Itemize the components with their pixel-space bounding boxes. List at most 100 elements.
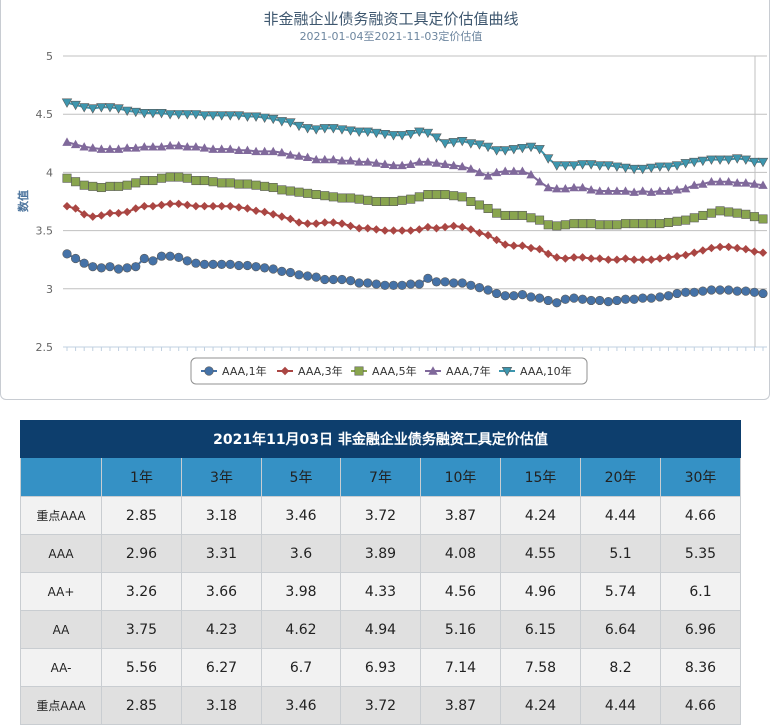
data-point <box>277 185 287 195</box>
data-point <box>268 114 279 125</box>
data-point <box>354 157 364 166</box>
data-point <box>491 146 502 156</box>
row-label: AA <box>20 610 102 649</box>
header-cell: 1年 <box>101 457 182 497</box>
data-point <box>440 222 450 232</box>
data-point <box>518 241 527 250</box>
data-point <box>285 186 295 196</box>
data-point <box>663 186 674 195</box>
data-point <box>689 180 699 189</box>
data-point <box>714 155 726 165</box>
data-point <box>586 254 596 263</box>
row-label: AA- <box>20 648 102 687</box>
data-point <box>320 154 330 164</box>
data-point <box>724 285 734 295</box>
data-point <box>543 295 553 306</box>
data-point <box>749 157 760 168</box>
data-point <box>604 255 613 264</box>
data-point <box>105 181 115 191</box>
data-point <box>113 104 124 114</box>
data-point <box>620 186 631 195</box>
data-point <box>234 179 244 189</box>
data-point <box>509 166 519 175</box>
chart-title: 非金融企业债务融资工具定价估值曲线 <box>263 10 518 28</box>
series <box>62 172 768 231</box>
data-point <box>191 142 201 151</box>
data-point <box>697 156 709 167</box>
data-point <box>698 286 708 296</box>
data-point <box>672 252 682 261</box>
data-point <box>105 262 115 272</box>
data-point <box>638 219 648 229</box>
data-point <box>595 254 604 263</box>
legend-item[interactable]: AAA,3年 <box>277 364 343 378</box>
data-point <box>320 274 330 285</box>
data-point <box>466 225 476 234</box>
axes: 2.5 3 3.5 4 4.5 5 <box>36 50 764 354</box>
data-point <box>654 162 666 172</box>
data-point <box>165 199 175 209</box>
data-point <box>174 252 184 262</box>
data-point <box>182 256 192 266</box>
data-point <box>380 226 390 235</box>
data-point <box>466 280 476 290</box>
table-row: AA- 5.56 6.27 6.7 6.93 7.14 7.58 8.2 8.36 <box>20 648 742 687</box>
data-point <box>595 220 605 230</box>
data-point <box>707 243 716 253</box>
data-point <box>629 255 639 264</box>
data-point <box>706 208 716 218</box>
legend-item[interactable]: AAA,5年 <box>351 364 417 378</box>
data-point <box>715 242 725 252</box>
data-point <box>749 212 759 222</box>
data-point <box>578 219 588 229</box>
header-cell: 30年 <box>659 457 742 497</box>
data-point <box>62 201 72 211</box>
data-point <box>294 270 304 280</box>
data-point <box>637 164 648 175</box>
legend-marker <box>501 367 513 377</box>
data-point <box>526 243 536 253</box>
data-point <box>517 143 528 154</box>
data-point <box>431 190 441 200</box>
data-point <box>242 179 252 189</box>
series <box>62 249 768 308</box>
data-point <box>319 124 330 134</box>
data-point <box>182 142 192 151</box>
legend-marker <box>428 366 438 375</box>
valuation-table: 2021年11月03日 非金融企业债务融资工具定价估值 1年 3年 5年 7年 … <box>19 420 742 725</box>
legend-label: AAA,10年 <box>520 364 572 378</box>
data-point <box>671 161 683 171</box>
data-point <box>225 178 235 188</box>
data-point <box>174 172 184 182</box>
data-point <box>207 111 219 121</box>
data-point <box>681 250 690 260</box>
data-point <box>199 259 210 269</box>
data-point <box>466 197 476 207</box>
data-point <box>552 221 562 231</box>
data-point <box>758 214 768 224</box>
legend-item[interactable]: AAA,10年 <box>499 364 572 378</box>
data-point <box>226 201 235 211</box>
data-point <box>268 183 278 193</box>
data-point <box>474 140 485 150</box>
data-point <box>336 125 348 135</box>
data-point <box>492 208 502 218</box>
data-point <box>663 162 674 172</box>
data-point <box>611 162 623 172</box>
data-point <box>285 267 296 278</box>
table-row: 重点AAA 2.85 3.18 3.46 3.72 3.87 4.24 4.44 4.66 <box>20 686 742 725</box>
y-tick-label: 3.5 <box>36 225 54 238</box>
data-point <box>664 253 673 262</box>
data-point <box>105 208 115 218</box>
data-point <box>61 98 73 108</box>
legend-item[interactable]: AAA,7年 <box>425 364 491 378</box>
data-point <box>302 271 313 281</box>
data-point <box>233 111 245 121</box>
data-point <box>423 222 433 232</box>
legend-item[interactable]: AAA,1年 <box>201 364 267 378</box>
data-point <box>250 112 262 122</box>
legend[interactable]: AAA,1年 AAA,3年 AAA,5年 AAA,7年 AAA,10年 <box>190 357 588 385</box>
data-point <box>70 253 81 264</box>
data-point <box>388 280 399 290</box>
data-point <box>569 182 579 192</box>
